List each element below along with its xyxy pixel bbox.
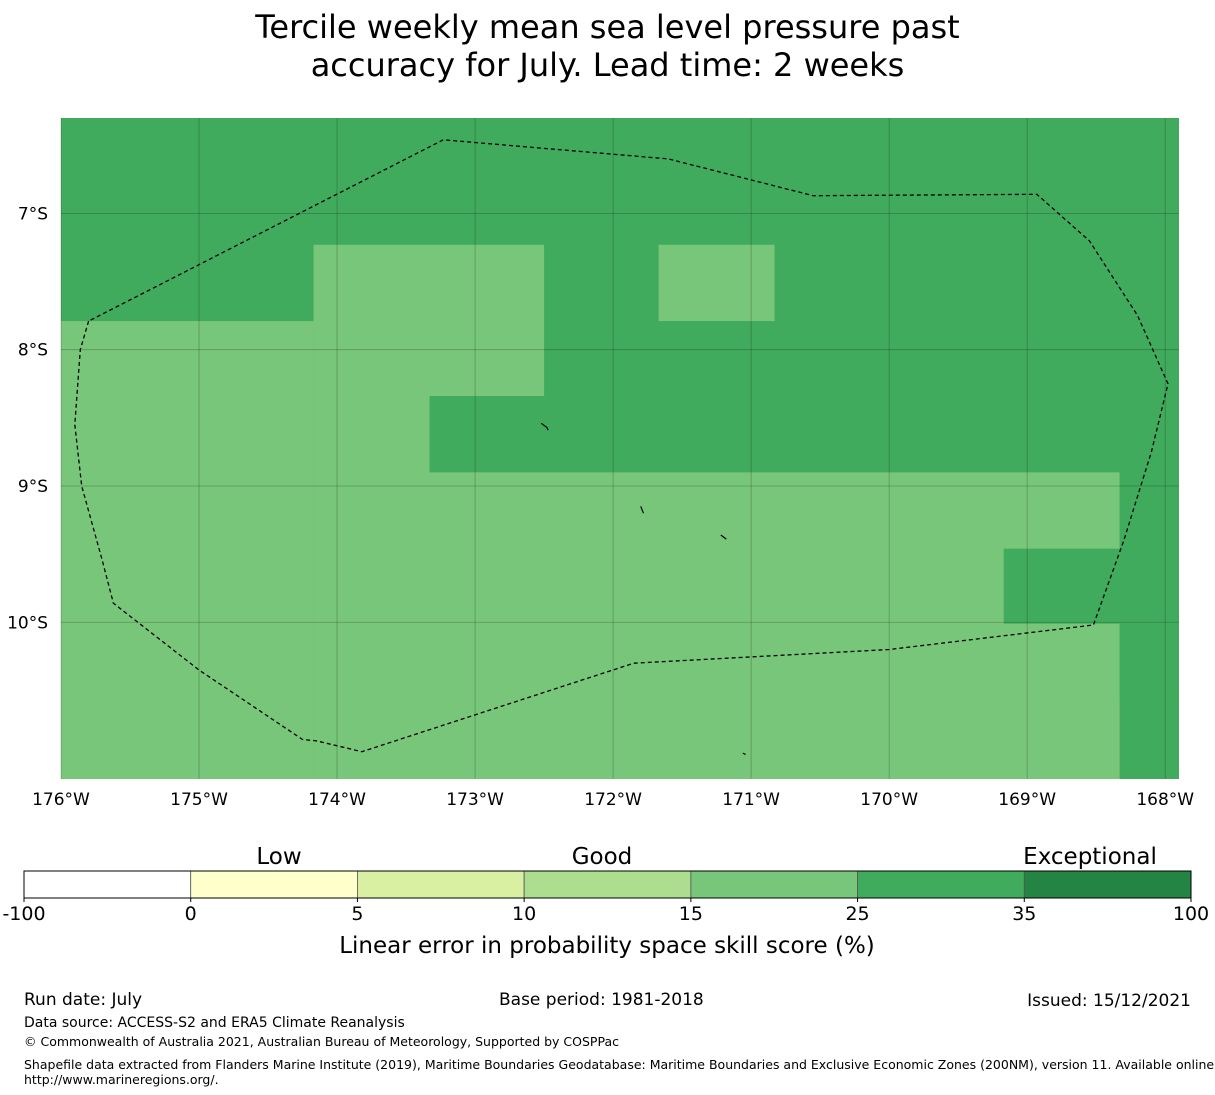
issued-date: Issued: 15/12/2021 xyxy=(1027,991,1191,1011)
eez-boundary-layer xyxy=(74,139,1169,753)
colorbar-bound-label-0: -100 xyxy=(2,903,45,925)
tick-labels-layer: 7°S 8°S 9°S 10°S 176°W 175°W 174°W 173°W 172°W 17… xyxy=(7,204,1194,810)
eez-boundary-line xyxy=(74,139,1169,753)
colorbar-category-2: Exceptional xyxy=(1023,844,1157,870)
colorbar-bound-label-1: 0 xyxy=(185,903,197,925)
lon-tick-label-1: 175°W xyxy=(170,790,228,810)
island-1 xyxy=(640,506,645,514)
graticule-layer xyxy=(60,118,1179,779)
colorbar-bound-label-7: 100 xyxy=(1173,903,1209,925)
colorbar-swatch-1 xyxy=(190,870,358,899)
lat-tick-label-1: 8°S xyxy=(18,341,48,361)
title-line-1: Tercile weekly mean sea level pressure p… xyxy=(255,8,960,46)
lon-tick-label-8: 168°W xyxy=(1136,790,1194,810)
skill-region-4 xyxy=(429,472,1120,779)
lon-tick-label-3: 173°W xyxy=(446,790,504,810)
skill-region-7 xyxy=(1119,472,1179,700)
lon-tick-label-4: 172°W xyxy=(584,790,642,810)
shapefile-credit-line-1: Shapefile data extracted from Flanders M… xyxy=(24,1057,1215,1072)
base-period: Base period: 1981-2018 xyxy=(499,990,704,1010)
colorbar-swatch-4 xyxy=(690,870,858,899)
lon-tick-label-5: 171°W xyxy=(722,790,780,810)
colorbar-swatch-3 xyxy=(523,870,692,899)
island-3 xyxy=(742,752,746,756)
island-0 xyxy=(540,422,549,431)
colorbar-swatch-5 xyxy=(857,870,1025,899)
lon-tick-label-7: 169°W xyxy=(998,790,1056,810)
colorbar-swatch-2 xyxy=(357,870,525,899)
colorbar-frame xyxy=(23,870,1192,899)
skill-regions-layer xyxy=(61,118,1179,779)
colorbar-label: Linear error in probability space skill … xyxy=(339,933,875,959)
shapefile-credit-line-2: http://www.marineregions.org/. xyxy=(24,1072,219,1087)
title-line-2: accuracy for July. Lead time: 2 weeks xyxy=(310,46,905,84)
island-2 xyxy=(720,534,727,540)
colorbar: -100 0 5 10 15 25 35 100 Low Good Exceptional Linea… xyxy=(2,844,1209,959)
lon-tick-label-0: 176°W xyxy=(32,790,90,810)
colorbar-bound-label-2: 5 xyxy=(351,903,363,925)
skill-region-5 xyxy=(658,244,775,322)
data-source: Data source: ACCESS-S2 and ERA5 Climate … xyxy=(24,1015,405,1031)
islands-layer xyxy=(540,422,746,756)
copyright-notice: © Commonwealth of Australia 2021, Austra… xyxy=(24,1034,619,1049)
lat-tick-label-0: 7°S xyxy=(18,204,48,224)
skill-region-1 xyxy=(61,321,314,779)
colorbar-category-1: Good xyxy=(572,844,633,870)
lon-tick-label-6: 170°W xyxy=(860,790,918,810)
lon-tick-label-2: 174°W xyxy=(308,790,366,810)
colorbar-swatch-6 xyxy=(1023,870,1192,899)
run-date: Run date: July xyxy=(24,990,143,1010)
skill-region-6 xyxy=(1003,548,1120,624)
skill-region-3 xyxy=(313,396,430,779)
colorbar-bound-label-4: 15 xyxy=(679,903,703,925)
colorbar-swatch-0 xyxy=(23,870,192,899)
colorbar-bound-label-5: 25 xyxy=(845,903,869,925)
colorbar-bound-label-3: 10 xyxy=(512,903,536,925)
chart-title: Tercile weekly mean sea level pressure p… xyxy=(0,8,1215,84)
colorbar-bound-label-6: 35 xyxy=(1012,903,1036,925)
lat-tick-label-3: 10°S xyxy=(7,613,48,633)
skill-region-2 xyxy=(313,244,545,397)
colorbar-category-0: Low xyxy=(256,844,301,870)
lat-tick-label-2: 9°S xyxy=(18,477,48,497)
